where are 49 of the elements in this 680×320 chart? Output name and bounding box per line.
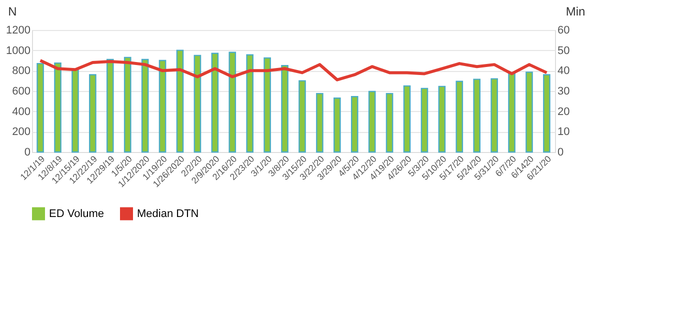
bar <box>456 80 464 153</box>
y2-tick-label: 40 <box>558 65 570 78</box>
line-series <box>38 59 548 82</box>
bar <box>89 74 96 153</box>
y2-tick-label: 10 <box>558 126 570 138</box>
y-tick-label: 400 <box>12 106 30 118</box>
bar <box>106 58 114 153</box>
bar <box>473 78 481 153</box>
y2-axis-title: Min <box>566 4 586 18</box>
y-tick-label: 600 <box>12 86 30 98</box>
bar <box>124 56 132 153</box>
bar <box>228 52 236 153</box>
y-tick-label: 1000 <box>6 44 30 57</box>
bar <box>334 98 341 153</box>
bar <box>141 58 149 153</box>
legend-label: Median DTN <box>137 208 199 220</box>
y2-tick-label: 0 <box>558 146 564 158</box>
y-tick-label: 800 <box>12 65 30 78</box>
y2-tick-label: 30 <box>558 86 570 98</box>
bar <box>264 57 271 153</box>
y-tick-label: 200 <box>12 126 30 138</box>
bar <box>350 96 358 153</box>
bar <box>526 72 533 153</box>
bar <box>194 54 202 153</box>
bar <box>420 88 428 153</box>
bar <box>543 74 550 153</box>
y-tick-label: 1200 <box>6 24 30 36</box>
bar <box>386 92 394 153</box>
bar <box>36 62 44 153</box>
y2-tick-label: 60 <box>558 24 570 36</box>
y2-tick-label: 20 <box>558 106 570 118</box>
bar <box>438 86 446 153</box>
bar <box>368 90 376 153</box>
bar <box>54 62 62 153</box>
bar <box>316 92 324 153</box>
bar <box>246 54 254 153</box>
legend-label: ED Volume <box>49 208 104 220</box>
y-axis-title: N <box>8 4 17 18</box>
bar <box>508 73 516 153</box>
bar <box>298 80 306 153</box>
bar <box>403 85 411 153</box>
bar <box>72 69 79 153</box>
bar <box>158 60 166 153</box>
y-tick-label: 0 <box>24 146 30 158</box>
bar <box>281 64 288 153</box>
bar <box>211 52 219 153</box>
bar <box>176 50 184 153</box>
y2-tick-label: 50 <box>558 44 570 57</box>
bar <box>490 78 498 153</box>
